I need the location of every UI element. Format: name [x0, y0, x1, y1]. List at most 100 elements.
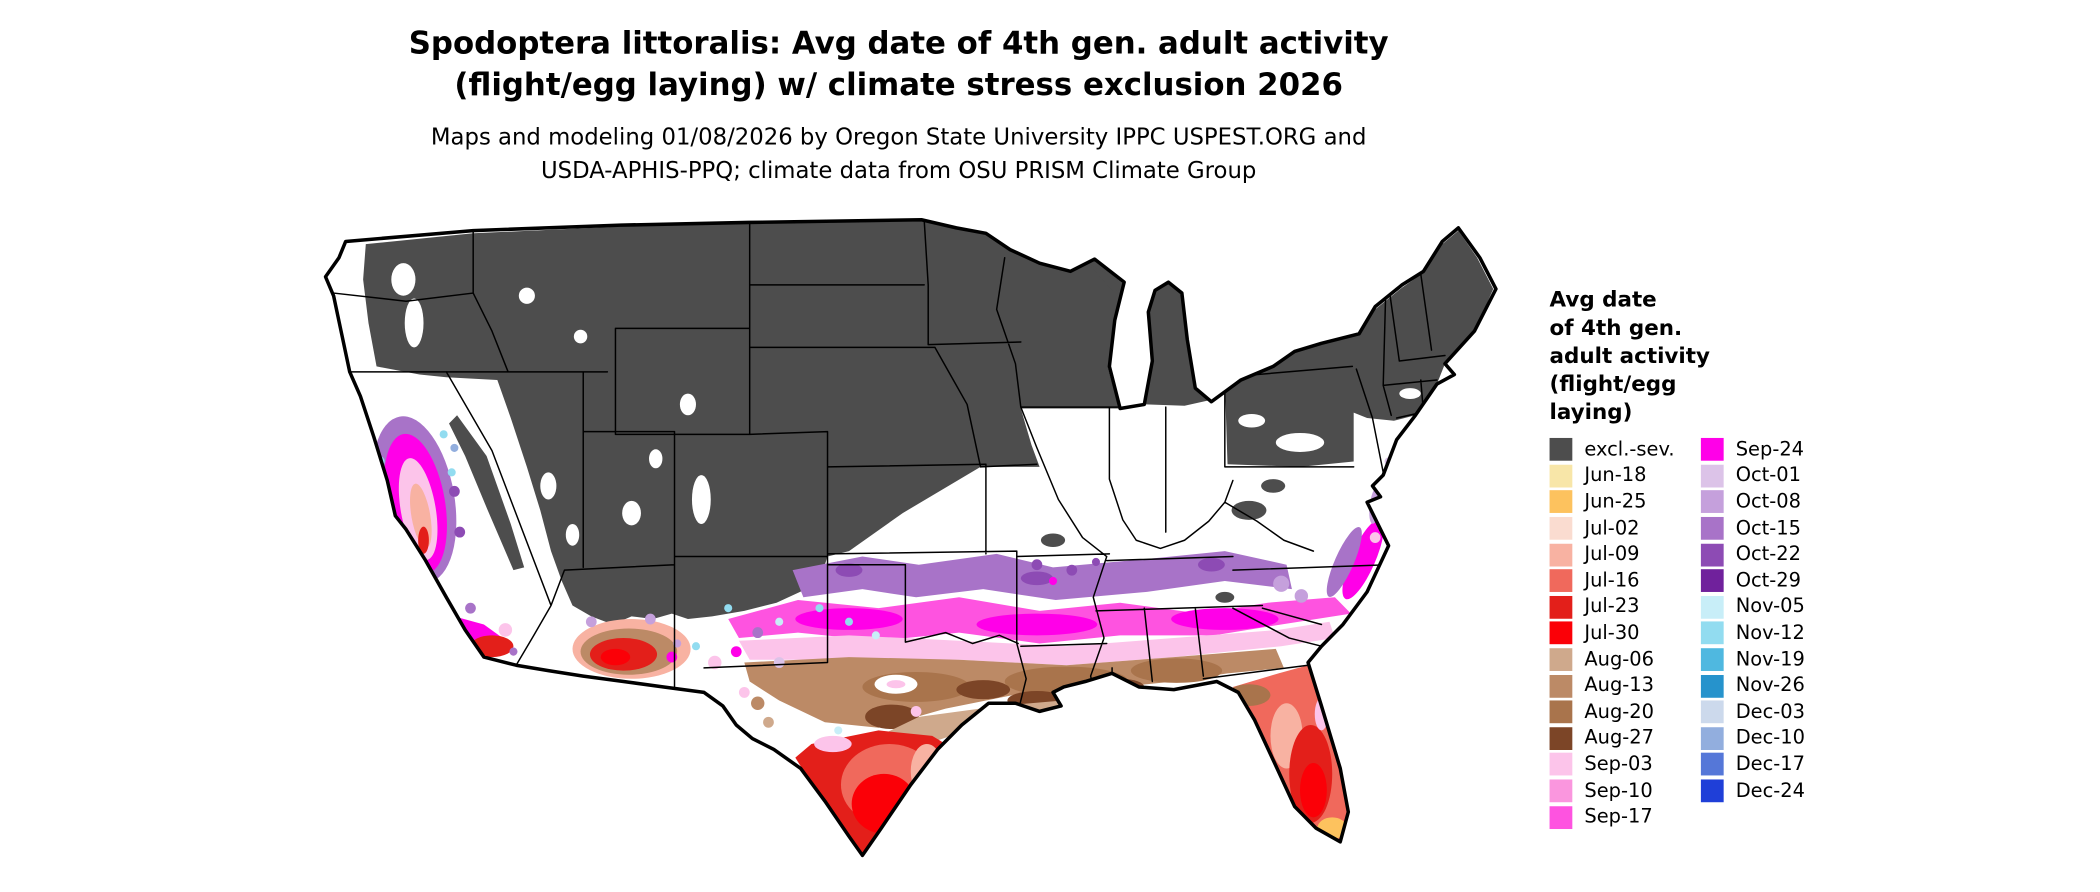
legend-color-swatch — [1549, 543, 1573, 567]
legend-label: Nov-26 — [1735, 675, 1805, 697]
legend-item: Dec-17 — [1700, 752, 1806, 778]
legend-label: Aug-13 — [1584, 675, 1655, 697]
legend-item: excl.-sev. — [1549, 437, 1675, 463]
legend-color-swatch — [1549, 805, 1573, 829]
legend-color-swatch — [1549, 753, 1573, 777]
legend-label: Aug-27 — [1584, 727, 1655, 750]
legend-item: Sep-03 — [1549, 752, 1675, 778]
legend-item: Sep-17 — [1549, 804, 1675, 830]
legend-color-swatch — [1549, 595, 1573, 619]
legend-color-swatch — [1700, 464, 1724, 488]
legend-item: Sep-10 — [1549, 778, 1675, 804]
legend-item: Aug-20 — [1549, 699, 1675, 725]
us-map — [323, 217, 1498, 858]
legend-color-swatch — [1700, 490, 1724, 514]
conus-outline — [323, 217, 1498, 858]
legend-label: excl.-sev. — [1584, 439, 1675, 461]
legend-item: Oct-01 — [1700, 463, 1805, 489]
legend-column-1: excl.-sev. Jun-18 Jun-25 Jul-02 Jul-09 Jul-16… — [1549, 437, 1675, 831]
map-subtitle-line1: Maps and modeling 01/08/2026 by Oregon S… — [430, 124, 1367, 152]
legend-item: Nov-26 — [1700, 673, 1805, 699]
legend-item: Jul-30 — [1549, 620, 1675, 646]
legend-color-swatch — [1549, 517, 1573, 540]
legend-label: Jun-25 — [1584, 491, 1647, 513]
legend-item: Oct-29 — [1700, 568, 1805, 594]
legend-label: Sep-03 — [1584, 753, 1653, 776]
legend-title: Avg date of 4th gen. adult activity (fli… — [1549, 286, 1710, 425]
legend-color-swatch — [1700, 595, 1724, 619]
legend-label: Dec-10 — [1735, 727, 1806, 750]
legend-item: Nov-05 — [1700, 594, 1805, 620]
legend-item: Jul-02 — [1549, 515, 1675, 541]
legend-item: Jul-16 — [1549, 568, 1675, 594]
legend-label: Jul-23 — [1584, 596, 1640, 618]
legend-label: Jun-18 — [1584, 465, 1647, 487]
legend-item: Jul-23 — [1549, 594, 1675, 620]
legend-label: Nov-19 — [1735, 648, 1805, 671]
legend-label: Jul-30 — [1584, 622, 1640, 645]
legend-color-swatch — [1549, 438, 1573, 462]
legend-item: Oct-08 — [1700, 489, 1805, 515]
legend-label: Nov-05 — [1735, 596, 1805, 618]
legend-item: Jun-18 — [1549, 463, 1675, 489]
legend-item: Aug-27 — [1549, 725, 1675, 751]
legend-color-swatch — [1700, 438, 1724, 462]
legend-color-swatch — [1700, 543, 1724, 567]
excluded-region — [363, 221, 1494, 625]
legend-item: Jun-25 — [1549, 489, 1675, 515]
legend-label: Sep-10 — [1584, 780, 1653, 802]
legend-label: Jul-02 — [1584, 517, 1640, 540]
legend-label: Oct-08 — [1735, 491, 1802, 513]
legend-label: Sep-24 — [1735, 439, 1805, 461]
legend-color-swatch — [1700, 648, 1724, 672]
legend-color-swatch — [1700, 727, 1724, 750]
legend-item: Nov-19 — [1700, 647, 1805, 673]
legend-label: Dec-17 — [1735, 753, 1806, 776]
legend-color-swatch — [1700, 700, 1724, 724]
legend-label: Oct-29 — [1735, 570, 1802, 592]
legend-color-swatch — [1549, 464, 1573, 488]
legend-color-swatch — [1549, 779, 1573, 803]
legend-item: Oct-22 — [1700, 542, 1805, 568]
legend-item: Aug-13 — [1549, 673, 1675, 699]
legend-color-swatch — [1549, 674, 1573, 698]
legend-color-swatch — [1700, 569, 1724, 593]
legend-item: Dec-24 — [1700, 778, 1806, 804]
legend-color-swatch — [1549, 727, 1573, 750]
map-subtitle-line2: USDA-APHIS-PPQ; climate data from OSU PR… — [540, 158, 1257, 185]
legend-color-swatch — [1700, 779, 1724, 803]
map-title-line2: (flight/egg laying) w/ climate stress ex… — [454, 68, 1343, 104]
legend-label: Aug-06 — [1584, 648, 1655, 671]
legend-color-swatch — [1549, 700, 1573, 724]
legend-label: Dec-24 — [1735, 780, 1806, 802]
boundary-specks — [724, 557, 1101, 735]
map-title-line1: Spodoptera littoralis: Avg date of 4th g… — [408, 26, 1389, 62]
legend-color-swatch — [1549, 490, 1573, 514]
legend-label: Aug-20 — [1584, 701, 1655, 723]
legend-item: Dec-03 — [1700, 699, 1806, 725]
legend-label: Oct-01 — [1735, 465, 1802, 487]
florida-region — [1227, 665, 1349, 842]
legend-color-swatch — [1700, 622, 1724, 645]
legend-color-swatch — [1700, 674, 1724, 698]
legend-label: Sep-17 — [1584, 806, 1653, 828]
legend-color-swatch — [1549, 648, 1573, 672]
legend-label: Jul-16 — [1584, 570, 1640, 592]
legend-label: Nov-12 — [1735, 622, 1805, 645]
legend-label: Dec-03 — [1735, 701, 1806, 723]
legend-label: Oct-22 — [1735, 543, 1802, 566]
legend-color-swatch — [1700, 517, 1724, 540]
legend-item: Jul-09 — [1549, 542, 1675, 568]
map-fill-layers — [325, 219, 1496, 856]
legend-color-swatch — [1549, 569, 1573, 593]
legend-label: Jul-09 — [1584, 543, 1640, 566]
legend-color-swatch — [1549, 622, 1573, 645]
state-borders — [332, 219, 1446, 713]
legend-item: Nov-12 — [1700, 620, 1805, 646]
legend-label: Oct-15 — [1735, 517, 1802, 540]
legend-item: Dec-10 — [1700, 725, 1806, 751]
legend-item: Aug-06 — [1549, 647, 1675, 673]
legend-color-swatch — [1700, 753, 1724, 777]
legend-column-2: Sep-24 Oct-01 Oct-08 Oct-15 Oct-22 Oct-29 Nov-… — [1700, 437, 1806, 804]
